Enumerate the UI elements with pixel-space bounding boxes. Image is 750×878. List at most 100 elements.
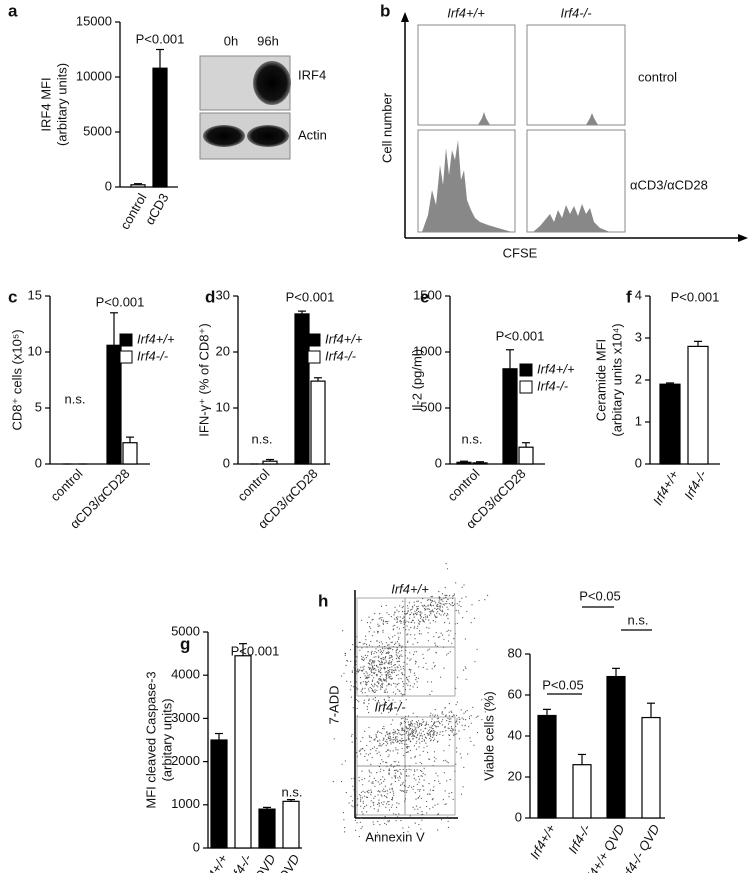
dot — [358, 776, 360, 779]
dot — [379, 667, 381, 669]
dot — [461, 717, 463, 719]
dot — [369, 626, 371, 628]
dot — [369, 660, 371, 663]
dot — [398, 803, 400, 805]
dot — [380, 679, 382, 681]
dot — [409, 652, 411, 654]
dot — [406, 790, 408, 792]
dot — [393, 671, 395, 673]
dot — [401, 610, 404, 613]
dot — [358, 780, 360, 782]
dot — [452, 729, 454, 731]
dot — [380, 662, 382, 664]
dot — [386, 765, 388, 768]
dot — [379, 617, 381, 619]
dot — [413, 683, 415, 685]
dot — [381, 653, 383, 655]
dot — [391, 659, 394, 661]
bar — [641, 716, 661, 819]
dot — [398, 765, 400, 767]
dot — [418, 619, 420, 621]
dot — [475, 716, 477, 718]
dot — [428, 793, 430, 795]
dot — [402, 694, 404, 696]
dot — [382, 623, 385, 625]
dot — [428, 783, 430, 785]
dot — [385, 761, 387, 764]
dot — [373, 668, 375, 671]
dot — [389, 732, 391, 734]
dot — [405, 646, 407, 648]
dot — [374, 738, 376, 740]
dot — [379, 783, 381, 785]
dot — [400, 722, 402, 724]
dot — [388, 801, 390, 803]
dot — [413, 774, 415, 776]
dot — [404, 669, 406, 671]
dot — [369, 686, 371, 689]
dot — [375, 750, 377, 752]
dot — [468, 718, 470, 720]
dot — [400, 654, 402, 656]
dot — [458, 604, 460, 606]
y-axis-title: Ceramide MFI — [593, 339, 608, 421]
dot — [393, 732, 395, 734]
dot — [364, 675, 366, 677]
dot — [385, 750, 387, 753]
dot — [354, 655, 356, 657]
dot — [444, 603, 446, 605]
dot — [394, 618, 396, 620]
dot — [441, 634, 444, 636]
dot — [368, 666, 370, 669]
annotation: n.s. — [628, 612, 649, 627]
dot — [375, 648, 377, 650]
dot — [356, 822, 358, 824]
dot — [380, 687, 382, 689]
dot — [419, 621, 421, 623]
dot — [427, 730, 429, 732]
dot — [408, 621, 410, 623]
dot — [402, 600, 404, 602]
dot — [451, 642, 453, 644]
dot — [420, 602, 422, 604]
dot — [445, 615, 448, 617]
dot — [440, 632, 442, 634]
dot — [395, 693, 397, 695]
annotation: n.s. — [462, 431, 483, 446]
dot — [433, 721, 435, 723]
dot — [451, 715, 453, 718]
x-tick-label: control — [117, 191, 150, 232]
dot — [444, 622, 446, 624]
dot — [333, 738, 335, 740]
dot — [428, 627, 430, 629]
dot — [374, 671, 376, 673]
dot — [437, 611, 439, 613]
dot — [430, 730, 433, 732]
dot — [419, 754, 421, 756]
dots — [332, 563, 495, 838]
dot — [458, 738, 461, 740]
y-tick-label: 80 — [508, 645, 522, 660]
dot — [406, 634, 408, 636]
dot — [453, 734, 455, 737]
dot — [379, 731, 381, 734]
dot — [419, 722, 421, 725]
dot — [395, 775, 397, 777]
dot — [419, 742, 421, 744]
dot — [451, 727, 453, 729]
error-bar — [666, 382, 674, 385]
dot — [351, 671, 353, 673]
dot — [383, 788, 385, 790]
dot — [368, 698, 370, 700]
dot — [408, 826, 410, 828]
dot — [409, 749, 411, 752]
dot — [378, 657, 380, 659]
dot — [373, 746, 376, 748]
dot — [417, 797, 420, 799]
dot — [399, 700, 401, 702]
dot — [412, 738, 414, 740]
dot — [364, 681, 366, 683]
dot — [374, 683, 376, 685]
dot — [407, 751, 409, 753]
y-tick-label: 30 — [216, 287, 230, 302]
